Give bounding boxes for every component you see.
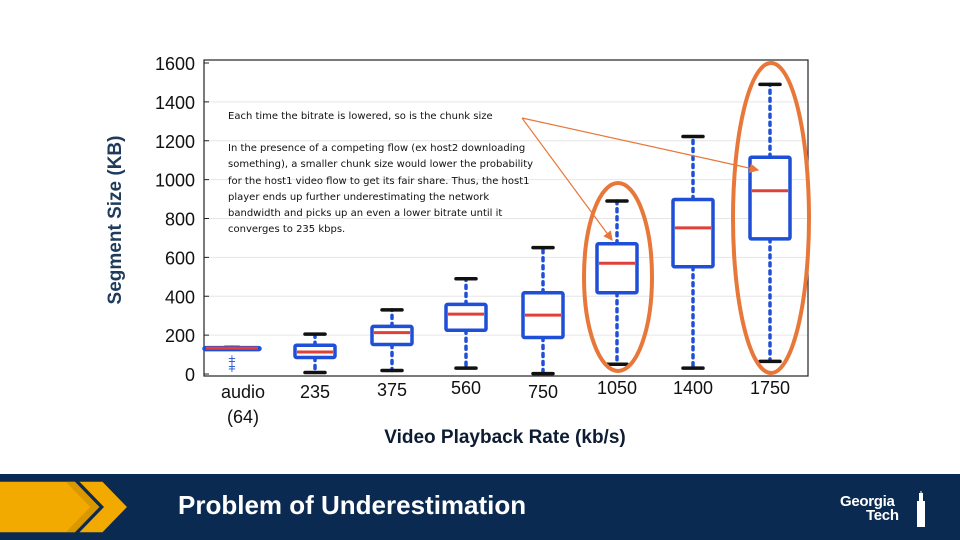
box-plot-chart: 0 200 400 600 800 1000 1200 1400 1600 audio (64) 2… <box>105 54 811 448</box>
logo-line1: Georgia <box>840 493 895 510</box>
arrow-to-1050 <box>521 117 613 241</box>
x-tick-label: 1050 <box>597 378 637 398</box>
y-tick-label: 400 <box>165 287 195 307</box>
annotation-arrows <box>521 117 760 241</box>
y-tick-label: 1200 <box>155 132 195 152</box>
tech-tower-icon <box>917 491 925 527</box>
x-tick-label: 375 <box>377 380 407 400</box>
y-axis-label: Segment Size (KB) <box>105 136 126 305</box>
y-tick-label: 1400 <box>155 93 195 113</box>
y-tick-label: 800 <box>165 210 195 230</box>
x-tick-label: 1750 <box>750 378 790 398</box>
outlier-marker: + <box>228 356 236 367</box>
gridlines <box>204 101 808 336</box>
box <box>671 197 715 269</box>
outlier-marker: + <box>228 361 236 372</box>
box <box>444 302 488 333</box>
annotation-paragraph: In the presence of a competing flow (ex … <box>228 143 534 236</box>
y-tick-label: 1600 <box>155 54 195 74</box>
outlier-marker: + <box>228 364 236 375</box>
logo-line2: Tech <box>866 507 899 524</box>
boxes: ++++ <box>202 82 792 376</box>
footer-bar: Problem of Underestimation Georgia Tech <box>0 474 960 540</box>
y-tick-label: 600 <box>165 248 195 268</box>
box <box>748 155 792 241</box>
annotation-line1: Each time the bitrate is lowered, so is … <box>228 111 493 122</box>
x-tick-label: audio <box>221 382 265 402</box>
highlight-ellipse <box>582 181 654 373</box>
chevron-icon <box>0 481 127 533</box>
y-tick-label: 1000 <box>155 171 195 191</box>
x-tick-label: (64) <box>227 407 259 427</box>
y-tick-label: 200 <box>165 326 195 346</box>
arrow-to-1750 <box>521 117 760 173</box>
slide-title: Problem of Underestimation <box>178 490 527 520</box>
x-tick-label: 750 <box>528 382 558 402</box>
x-axis-label: Video Playback Rate (kb/s) <box>384 427 625 448</box>
y-axis-ticks: 0 200 400 600 800 1000 1200 1400 1600 <box>155 54 209 385</box>
y-tick-label: 0 <box>185 365 195 385</box>
x-axis-ticks: audio (64) 235 375 560 750 1050 1400 1750 <box>221 378 790 427</box>
highlights <box>582 61 811 375</box>
box <box>595 242 639 295</box>
georgia-tech-logo: Georgia Tech <box>838 491 934 527</box>
x-tick-label: 560 <box>451 378 481 398</box>
x-tick-label: 1400 <box>673 378 713 398</box>
x-tick-label: 235 <box>300 382 330 402</box>
outlier-marker: + <box>228 353 236 364</box>
highlight-ellipse <box>731 61 811 375</box>
box <box>370 324 414 347</box>
annotation-text: Each time the bitrate is lowered, so is … <box>228 109 538 238</box>
